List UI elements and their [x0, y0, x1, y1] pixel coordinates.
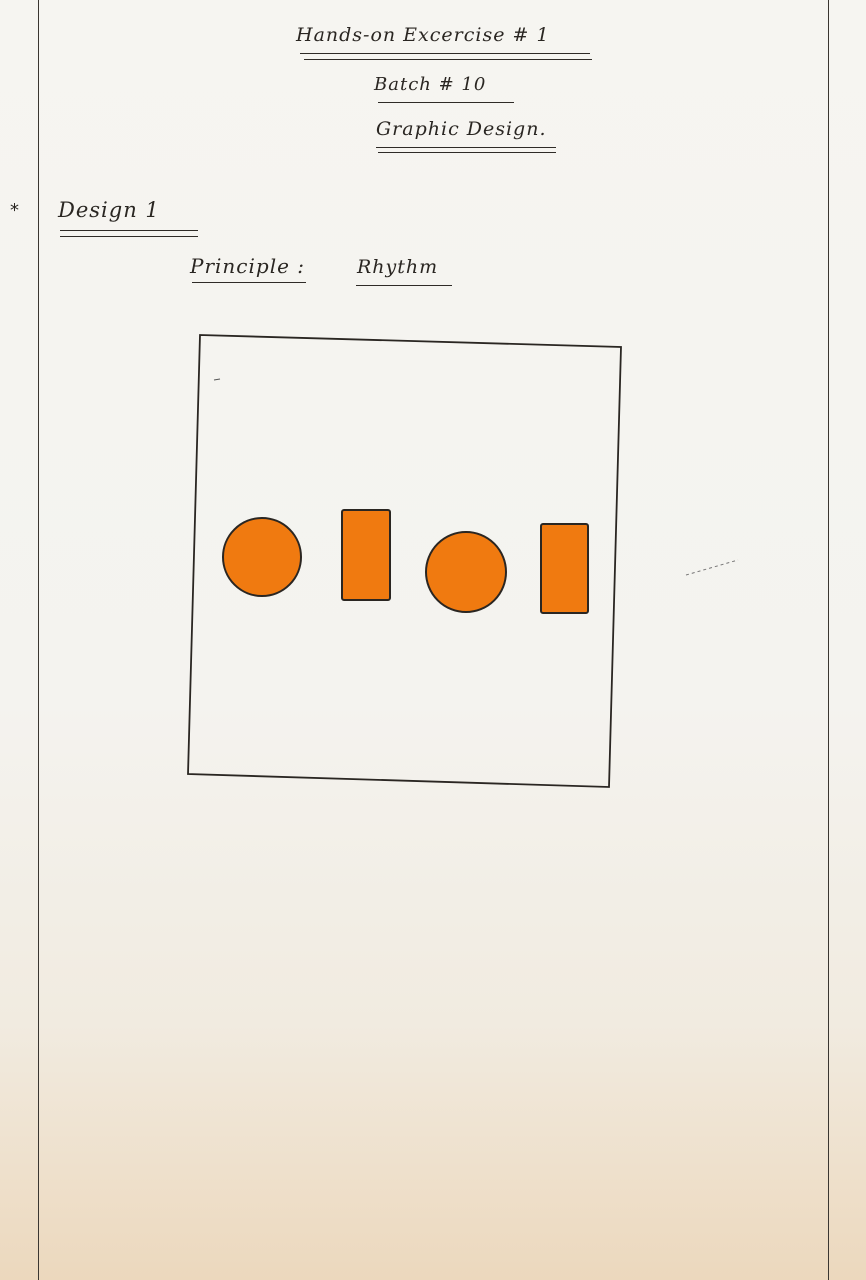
shape-row	[222, 509, 589, 614]
design-underline-2	[60, 236, 198, 237]
batch-underline	[378, 102, 514, 103]
title-underline-1	[300, 53, 590, 54]
subject-underline-2	[378, 152, 556, 153]
orange-circle-1	[222, 517, 302, 597]
bullet-star: *	[10, 200, 19, 221]
principle-label: Principle :	[190, 254, 306, 278]
design-heading: Design 1	[58, 198, 160, 222]
pencil-stroke	[685, 559, 739, 576]
right-margin-line	[828, 0, 829, 1280]
orange-circle-3	[425, 531, 507, 613]
principle-underline	[192, 282, 306, 283]
batch-label: Batch # 10	[374, 74, 487, 95]
design-underline-1	[60, 230, 198, 231]
title-underline-2	[304, 59, 592, 60]
principle-value-underline	[356, 285, 452, 286]
principle-value: Rhythm	[357, 256, 439, 278]
left-margin-line	[38, 0, 39, 1280]
artboard-frame	[187, 334, 622, 788]
orange-rectangle-4	[540, 523, 589, 614]
exercise-title: Hands-on Excercise # 1	[296, 24, 550, 46]
pencil-mark	[213, 378, 221, 381]
subject-label: Graphic Design.	[376, 118, 547, 140]
subject-underline-1	[376, 147, 556, 148]
orange-rectangle-2	[341, 509, 391, 601]
